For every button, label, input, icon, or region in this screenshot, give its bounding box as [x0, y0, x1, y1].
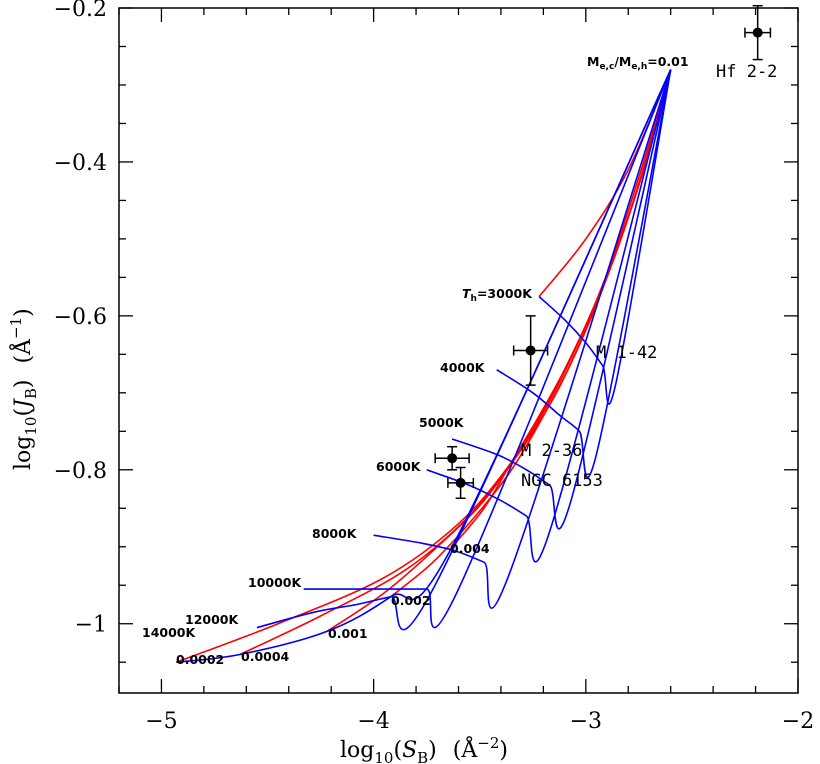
label-hf-2-2: Hf 2-2	[716, 62, 777, 82]
point-m-1-42	[512, 315, 549, 386]
y-axis-title: log10(JB)(Å−1)	[7, 308, 40, 470]
point-m-2-36	[434, 445, 470, 471]
curve-t-h-10000k	[303, 69, 672, 629]
curve-t-h-5000k	[451, 69, 672, 530]
ratio-label-0-001: 0.001	[328, 626, 368, 641]
curve-t-h-8000k	[373, 69, 672, 609]
ratio-label-0-004: 0.004	[450, 541, 490, 556]
ratio-label: Me,c/Me,h=0.01	[587, 54, 689, 72]
ratio-label-0-0002: 0.0002	[176, 652, 224, 667]
curve-t-h-4000k	[496, 69, 672, 478]
x-tick-label: −4	[357, 709, 389, 734]
y-tick-label: −0.2	[54, 0, 107, 22]
temp-label-8000k: 8000K	[312, 526, 358, 541]
x-tick-label: −3	[570, 709, 602, 734]
curve-m-e-c-m-e-h-0-0002	[176, 69, 672, 663]
curve-m-e-c-m-e-h-0-004	[451, 69, 672, 548]
x-tick-label: −5	[145, 709, 177, 734]
point-hf-2-2	[744, 4, 772, 61]
curve-m-e-c-m-e-h-0-001	[326, 69, 672, 633]
data-points	[434, 4, 772, 500]
point-ngc-6153	[447, 466, 475, 500]
temp-label-10000k: 10000K	[248, 575, 302, 590]
label-ngc-6153: NGC 6153	[521, 471, 603, 491]
x-tick-label: −2	[782, 709, 814, 734]
y-tick-label: −0.8	[54, 459, 107, 484]
label-m-1-42: M 1-42	[596, 343, 657, 363]
axis-ticks: −5 −4 −3 −2 −1 −0.8 −0.6 −0.4 −0.2	[54, 0, 815, 734]
ratio-label-0-0004: 0.0004	[241, 649, 290, 664]
ratio-label-0-002: 0.002	[391, 593, 431, 608]
temp-label-5000k: 5000K	[419, 415, 465, 430]
model-curves	[176, 69, 672, 663]
y-tick-label: −0.4	[54, 151, 107, 176]
curve-t-h-14000k	[176, 69, 672, 663]
y-tick-label: −1	[75, 613, 107, 638]
y-tick-label: −0.6	[54, 305, 107, 330]
temp-label-12000k: 12000K	[185, 612, 239, 627]
curve-t-h-6000k	[426, 69, 672, 563]
th-label: Th=3000K	[462, 286, 533, 304]
temp-label-14000k: 14000K	[142, 625, 196, 640]
x-axis-title: log10(SB) (Å−2)	[340, 734, 508, 764]
temp-label-6000k: 6000K	[376, 459, 422, 474]
label-m-2-36: M 2-36	[521, 441, 582, 461]
temp-label-4000k: 4000K	[440, 360, 486, 375]
